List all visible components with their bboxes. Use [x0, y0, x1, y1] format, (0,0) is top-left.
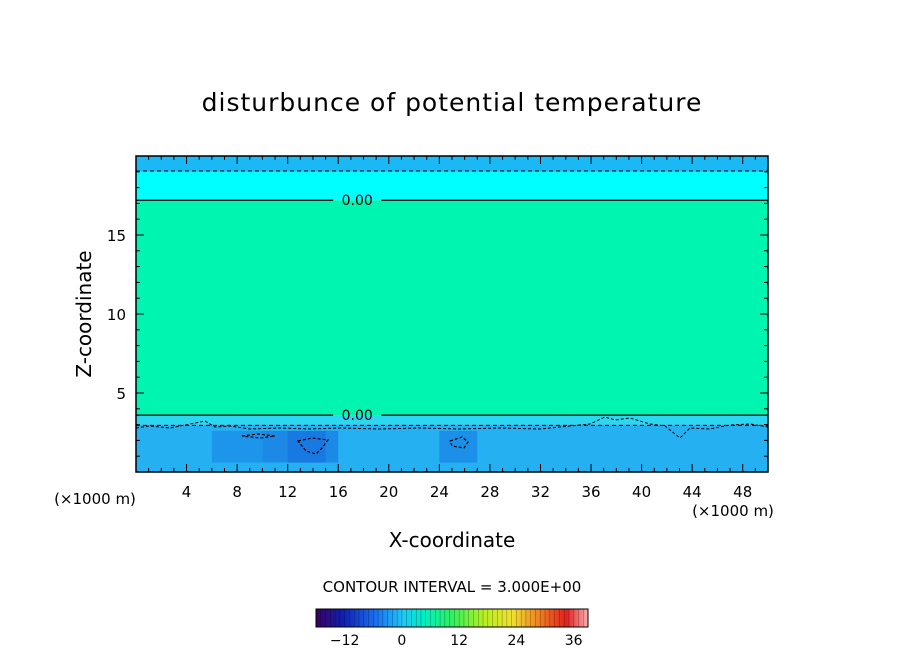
y-axis-label: Z-coordinate — [72, 250, 96, 377]
x-unit-left: (×1000 m) — [54, 490, 136, 508]
y-tick-label-10: 10 — [107, 306, 126, 324]
field-band-1 — [136, 171, 768, 201]
chart-title: disturbunce of potential temperature — [202, 88, 703, 117]
field-patch-3 — [287, 430, 326, 463]
x-tick-label-36: 36 — [581, 483, 600, 501]
colorbar-gradient — [315, 608, 589, 628]
colorbar-tick-label-3: 24 — [508, 633, 526, 649]
contour-label-0: 0.00 — [342, 193, 373, 209]
colorbar: −12 0 12 24 36 — [315, 608, 589, 649]
x-tick-label-48: 48 — [733, 483, 752, 501]
contour-label-1: 0.00 — [342, 408, 373, 424]
x-tick-label-4: 4 — [182, 483, 192, 501]
y-axis: 5 10 15 — [107, 171, 768, 457]
field-band-3 — [136, 415, 768, 425]
colorbar-tick-label-0: −12 — [330, 633, 360, 649]
x-tick-label-16: 16 — [329, 483, 348, 501]
y-tick-label-5: 5 — [116, 385, 126, 403]
x-tick-label-32: 32 — [531, 483, 550, 501]
x-tick-label-28: 28 — [480, 483, 499, 501]
colorbar-segments — [320, 609, 584, 627]
field-band-2 — [136, 200, 768, 416]
x-tick-label-24: 24 — [430, 483, 449, 501]
x-tick-label-40: 40 — [632, 483, 651, 501]
x-tick-label-44: 44 — [683, 483, 702, 501]
colorbar-tick-label-1: 0 — [397, 633, 406, 649]
colorbar-tick-label-4: 36 — [565, 633, 583, 649]
cold-pool-contour-2 — [296, 437, 330, 455]
x-axis-label: X-coordinate — [389, 528, 516, 552]
cold-pool-contour-1 — [241, 433, 276, 439]
field-band-0 — [136, 156, 768, 172]
colorbar-tick-label-2: 12 — [450, 633, 468, 649]
x-unit-right: (×1000 m) — [692, 502, 774, 520]
y-tick-label-15: 15 — [107, 227, 126, 245]
field-patch-2 — [439, 430, 478, 463]
cold-pool-contour-3 — [449, 436, 469, 449]
lower-perturbation-contour — [135, 416, 769, 439]
x-tick-label-12: 12 — [278, 483, 297, 501]
x-axis: 4 8 12 16 20 24 28 32 36 40 44 48 — [148, 156, 756, 501]
x-tick-label-8: 8 — [232, 483, 242, 501]
plot-area: 0.00 0.00 — [136, 156, 768, 472]
field-patch-0 — [211, 430, 263, 463]
x-tick-label-20: 20 — [379, 483, 398, 501]
colorbar-ticks: −12 0 12 24 36 — [330, 633, 583, 649]
contour-interval-label: CONTOUR INTERVAL = 3.000E+00 — [323, 578, 582, 596]
